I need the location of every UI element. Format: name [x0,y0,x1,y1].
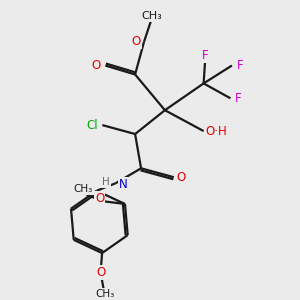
Text: O: O [177,171,186,184]
Text: F: F [236,59,243,72]
Text: Cl: Cl [86,118,98,132]
Text: H: H [102,177,110,187]
Text: F: F [235,92,242,105]
Text: O: O [92,59,101,72]
Text: CH₃: CH₃ [141,11,162,21]
Text: CH₃: CH₃ [95,289,115,299]
Text: F: F [202,49,208,62]
Text: O: O [96,266,105,279]
Text: O·H: O·H [205,124,227,138]
Text: O: O [132,35,141,48]
Text: N: N [119,178,128,191]
Text: CH₃: CH₃ [74,184,93,194]
Text: O: O [95,191,104,205]
